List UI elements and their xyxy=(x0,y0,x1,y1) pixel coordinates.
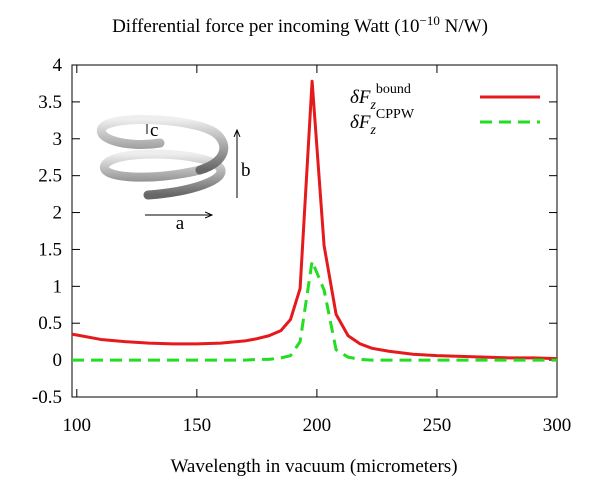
legend-label: δFzbound xyxy=(350,82,411,113)
y-tick-label: 3.5 xyxy=(38,92,62,113)
y-tick-label: 3 xyxy=(53,129,63,150)
helix-inset xyxy=(96,115,237,215)
chart-title: Differential force per incoming Watt (10… xyxy=(112,13,488,37)
annotation: a xyxy=(176,213,185,234)
x-tick-label: 250 xyxy=(423,415,452,436)
legend-sub: z xyxy=(369,98,376,113)
y-tick-label: 2 xyxy=(53,203,63,224)
title-part: Differential force per incoming Watt (10 xyxy=(112,16,419,37)
annotation: b xyxy=(241,160,251,181)
title-part: N/W) xyxy=(440,16,488,37)
x-tick-label: 100 xyxy=(63,415,92,436)
legend-text: δF xyxy=(350,87,371,108)
x-tick-label: 150 xyxy=(183,415,212,436)
legend-label: δFzCPPW xyxy=(350,107,415,138)
data-line xyxy=(72,259,557,362)
y-tick-label: 2.5 xyxy=(38,166,62,187)
y-tick-label: 4 xyxy=(53,55,63,76)
legend-text: δF xyxy=(350,112,371,133)
y-tick-label: 0.5 xyxy=(38,313,62,334)
plot-frame xyxy=(71,64,558,398)
legend-sub: z xyxy=(369,123,376,138)
x-tick-label: 300 xyxy=(543,415,572,436)
y-tick-label: 1.5 xyxy=(38,239,62,260)
legend-sup: CPPW xyxy=(376,107,415,122)
data-line xyxy=(71,79,558,361)
y-tick-label: -0.5 xyxy=(32,387,62,408)
y-tick-label: 1 xyxy=(53,276,63,297)
y-tick-label: 0 xyxy=(53,350,63,371)
x-axis-label: Wavelength in vacuum (micrometers) xyxy=(170,456,457,477)
x-tick-label: 200 xyxy=(303,415,332,436)
annotation: c xyxy=(150,120,158,141)
title-sup: −10 xyxy=(420,13,440,28)
legend-sup: bound xyxy=(376,82,411,97)
